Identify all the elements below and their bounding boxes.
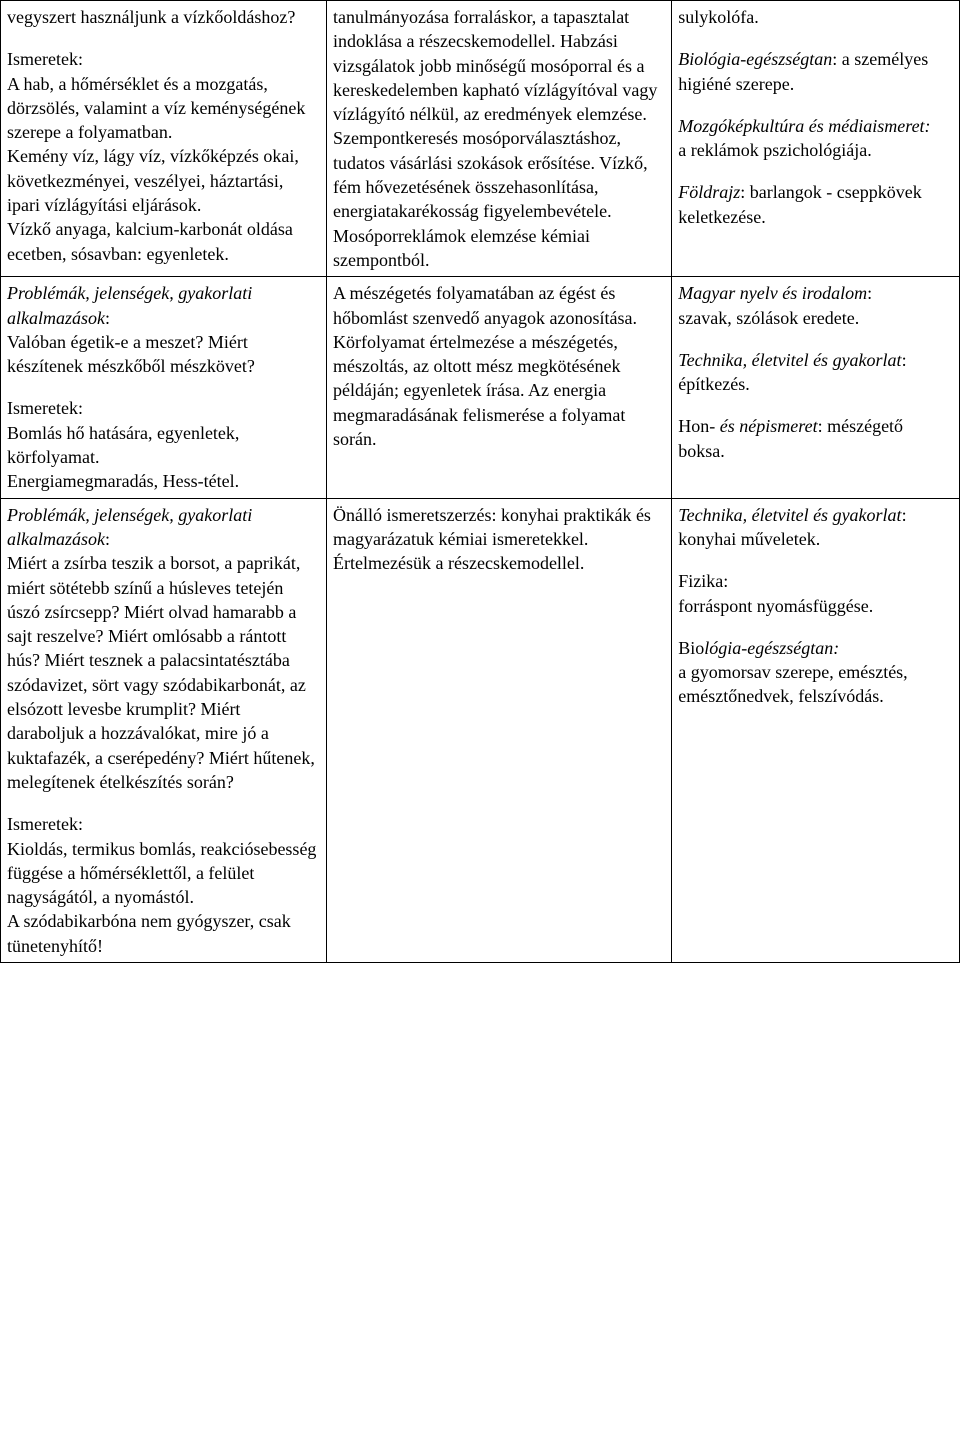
text-part: Bio [678, 638, 704, 658]
table-cell: Problémák, jelenségek, gyakorlati alkalm… [1, 277, 327, 498]
text-part: Mozgóképkultúra és médiaismeret: [678, 116, 930, 136]
table-cell: sulykolófa. Biológia-egészségtan: a szemé… [672, 1, 960, 277]
table-row: Problémák, jelenségek, gyakorlati alkalm… [1, 498, 960, 962]
text-part: : [902, 505, 907, 525]
cell-text: Problémák, jelenségek, gyakorlati alkalm… [7, 281, 320, 330]
cell-text: Energiamegmaradás, Hess-tétel. [7, 469, 320, 493]
spacer [678, 396, 953, 414]
spacer [678, 29, 953, 47]
text-part: : [105, 529, 110, 549]
table-cell: Önálló ismeretszerzés: konyhai praktikák… [327, 498, 672, 962]
text-part: : [105, 308, 110, 328]
text-part: Problémák, jelenségek, gyakorlati alkalm… [7, 283, 252, 327]
cell-text: Bomlás hő hatására, egyenletek, körfolya… [7, 421, 320, 470]
spacer [7, 29, 320, 47]
cell-text: szavak, szólások eredete. [678, 306, 953, 330]
cell-text: Ismeretek: [7, 812, 320, 836]
cell-text: sulykolófa. [678, 5, 953, 29]
cell-text: Biológia-egészségtan: [678, 636, 953, 660]
cell-text: Problémák, jelenségek, gyakorlati alkalm… [7, 503, 320, 552]
text-part: : [902, 350, 907, 370]
spacer [678, 96, 953, 114]
table-cell: Technika, életvitel és gyakorlat:konyhai… [672, 498, 960, 962]
cell-text: tanulmányozása forraláskor, a tapasztala… [333, 5, 665, 272]
curriculum-table: vegyszert használjunk a vízkőoldáshoz? Is… [0, 0, 960, 963]
text-part: Földrajz [678, 182, 740, 202]
text-part: Problémák, jelenségek, gyakorlati alkalm… [7, 505, 252, 549]
cell-text: Biológia-egészségtan: a személyes higién… [678, 47, 953, 96]
cell-text: Ismeretek: [7, 396, 320, 420]
cell-text: Technika, életvitel és gyakorlat: [678, 503, 953, 527]
table-cell: Problémák, jelenségek, gyakorlati alkalm… [1, 498, 327, 962]
cell-text: a reklámok pszichológiája. [678, 138, 953, 162]
cell-text: Ismeretek: [7, 47, 320, 71]
text-part: Technika, életvitel és gyakorlat [678, 350, 901, 370]
table-cell: A mészégetés folyamatában az égést és hő… [327, 277, 672, 498]
text-part: lógia-egészségtan: [704, 638, 839, 658]
cell-text: A hab, a hőmérséklet és a mozgatás, dörz… [7, 72, 320, 145]
cell-text: Magyar nyelv és irodalom: [678, 281, 953, 305]
cell-text: Hon- és népismeret: mészégető boksa. [678, 414, 953, 463]
spacer [678, 551, 953, 569]
spacer [678, 330, 953, 348]
cell-text: építkezés. [678, 372, 953, 396]
table-body: vegyszert használjunk a vízkőoldáshoz? Is… [1, 1, 960, 963]
cell-text: Mozgóképkultúra és médiaismeret: [678, 114, 953, 138]
cell-text: Technika, életvitel és gyakorlat: [678, 348, 953, 372]
text-part: Magyar nyelv és irodalom [678, 283, 867, 303]
cell-text: Fizika: [678, 569, 953, 593]
table-row: vegyszert használjunk a vízkőoldáshoz? Is… [1, 1, 960, 277]
text-part: : [867, 283, 872, 303]
cell-text: Valóban égetik-e a meszet? Miért készíte… [7, 330, 320, 379]
spacer [7, 378, 320, 396]
table-cell: Magyar nyelv és irodalom:szavak, szóláso… [672, 277, 960, 498]
cell-text: konyhai műveletek. [678, 527, 953, 551]
cell-text: A mészégetés folyamatában az égést és hő… [333, 281, 665, 451]
cell-text: vegyszert használjunk a vízkőoldáshoz? [7, 5, 320, 29]
cell-text: a gyomorsav szerepe, emésztés, emésztőne… [678, 660, 953, 709]
cell-text: Kioldás, termikus bomlás, reakciósebessé… [7, 837, 320, 910]
text-part: és népismeret [720, 416, 818, 436]
text-part: Biológia-egészségtan [678, 49, 832, 69]
cell-text: Kemény víz, lágy víz, vízkőképzés okai, … [7, 144, 320, 217]
cell-text: A szódabikarbóna nem gyógyszer, csak tün… [7, 909, 320, 958]
table-cell: vegyszert használjunk a vízkőoldáshoz? Is… [1, 1, 327, 277]
cell-text: forráspont nyomásfüggése. [678, 594, 953, 618]
spacer [678, 618, 953, 636]
table-row: Problémák, jelenségek, gyakorlati alkalm… [1, 277, 960, 498]
cell-text: Önálló ismeretszerzés: konyhai praktikák… [333, 503, 665, 576]
cell-text: Földrajz: barlangok - cseppkövek keletke… [678, 180, 953, 229]
table-cell: tanulmányozása forraláskor, a tapasztala… [327, 1, 672, 277]
spacer [678, 162, 953, 180]
cell-text: Miért a zsírba teszik a borsot, a paprik… [7, 551, 320, 794]
text-part: Technika, életvitel és gyakorlat [678, 505, 901, 525]
spacer [7, 794, 320, 812]
text-part: Hon- [678, 416, 720, 436]
cell-text: Vízkő anyaga, kalcium-karbonát oldása ec… [7, 217, 320, 266]
